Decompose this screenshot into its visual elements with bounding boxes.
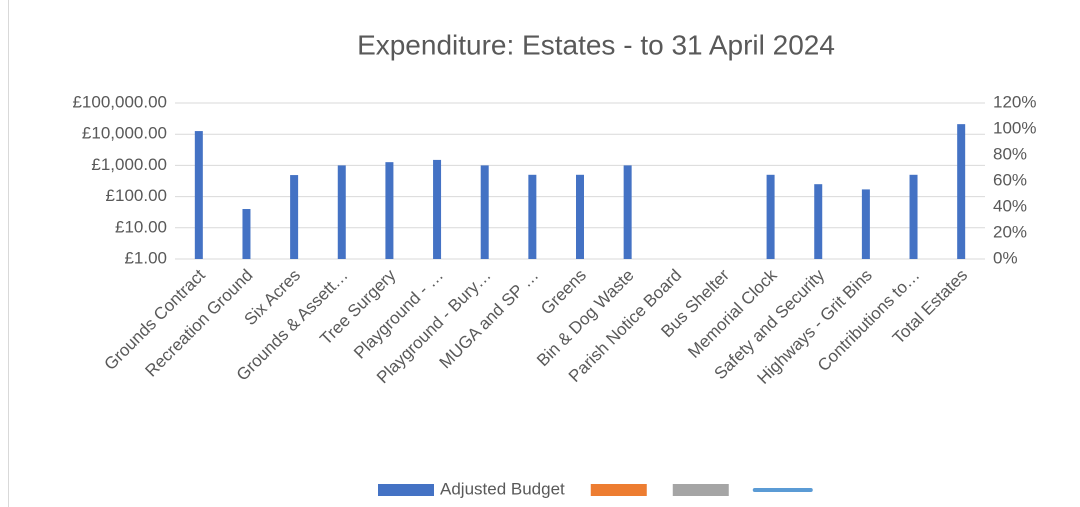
y-tick-label: £10.00 [115,217,167,236]
y-tick-label: £10,000.00 [82,124,167,143]
y2-tick-label: 60% [993,170,1027,189]
legend-swatch [378,484,434,496]
chart-title: Expenditure: Estates - to 31 April 2024 [357,29,835,60]
bar [814,184,823,259]
bar [385,162,394,259]
bar [957,124,966,259]
y2-tick-label: 100% [993,118,1036,137]
legend-label: Adjusted Budget [440,479,565,498]
bar [861,189,870,259]
legend-swatch [590,484,647,496]
bar [242,209,251,259]
bar [433,159,442,259]
bar [766,174,775,259]
bar [623,165,632,259]
bar [290,175,299,259]
bar [480,165,489,259]
y-tick-label: £100.00 [106,186,167,205]
bar [576,174,584,259]
y2-tick-label: 40% [993,196,1027,215]
y2-tick-label: 120% [993,92,1036,111]
y2-tick-label: 0% [993,248,1018,267]
y-tick-label: £1,000.00 [91,155,167,174]
bar [909,174,918,259]
bar [194,131,203,259]
y2-tick-label: 80% [993,144,1027,163]
bar [528,174,537,259]
chart-border [8,0,9,507]
y-tick-label: £1.00 [124,248,167,267]
y-tick-label: £100,000.00 [72,92,167,111]
y2-tick-label: 20% [993,222,1027,241]
legend-swatch [672,484,729,496]
bar [337,165,346,259]
